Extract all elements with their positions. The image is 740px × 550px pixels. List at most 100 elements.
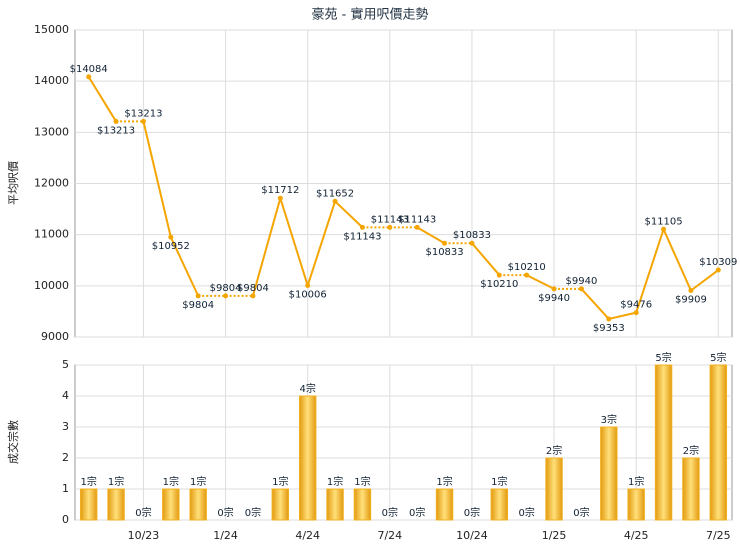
line-point bbox=[688, 287, 694, 293]
y-axis-label: 平均呎價 bbox=[6, 161, 20, 205]
y-tick-label: 14000 bbox=[34, 74, 69, 87]
data-label: 0宗 bbox=[217, 506, 233, 519]
line-point bbox=[250, 293, 256, 299]
data-label: 1宗 bbox=[491, 475, 507, 488]
data-label: 1宗 bbox=[81, 475, 97, 488]
y-tick-label: 13000 bbox=[34, 125, 69, 138]
x-tick-label: 4/24 bbox=[295, 529, 320, 542]
data-label: $10309 bbox=[699, 257, 737, 268]
line-point bbox=[578, 286, 584, 292]
line-point bbox=[633, 310, 639, 316]
data-label: $9804 bbox=[210, 283, 242, 294]
line-point bbox=[661, 226, 667, 232]
bar bbox=[79, 488, 98, 521]
line-point bbox=[414, 224, 420, 230]
data-label: $13213 bbox=[124, 108, 162, 119]
data-label: $10952 bbox=[152, 241, 190, 252]
y-tick-label: 0 bbox=[62, 513, 69, 526]
line-point bbox=[86, 74, 92, 80]
line-point bbox=[359, 224, 365, 230]
x-tick-label: 10/23 bbox=[128, 529, 160, 542]
line-segment bbox=[169, 236, 200, 297]
data-label: $9476 bbox=[620, 300, 652, 311]
bar bbox=[654, 364, 673, 521]
x-tick-label: 10/24 bbox=[456, 529, 488, 542]
data-label: 1宗 bbox=[108, 475, 124, 488]
plot-area bbox=[74, 364, 733, 521]
y-tick-label: 11000 bbox=[34, 228, 69, 241]
data-label: $9804 bbox=[182, 300, 214, 311]
line-point bbox=[332, 198, 338, 204]
line-segment bbox=[334, 200, 364, 229]
line-point bbox=[715, 267, 721, 273]
data-label: $11143 bbox=[398, 214, 436, 225]
line-segment bbox=[416, 226, 446, 245]
data-label: $11105 bbox=[644, 216, 682, 227]
y-axis-label: 成交宗數 bbox=[6, 420, 20, 464]
bar bbox=[353, 488, 372, 521]
data-label: 0宗 bbox=[135, 506, 151, 519]
line-point bbox=[140, 118, 146, 124]
y-tick-label: 12000 bbox=[34, 177, 69, 190]
line-point bbox=[387, 224, 393, 230]
y-tick-label: 1 bbox=[62, 482, 69, 495]
x-tick-label: 7/24 bbox=[377, 529, 402, 542]
x-tick-label: 1/24 bbox=[213, 529, 238, 542]
data-label: $10833 bbox=[425, 247, 463, 258]
bar bbox=[271, 488, 290, 521]
data-label: 5宗 bbox=[655, 351, 671, 364]
line-segment bbox=[608, 311, 637, 320]
data-label: $9804 bbox=[237, 283, 269, 294]
bar bbox=[600, 426, 618, 521]
data-label: $10210 bbox=[508, 262, 546, 273]
data-label: 1宗 bbox=[628, 475, 644, 488]
bar bbox=[709, 364, 728, 521]
line-point bbox=[305, 283, 311, 289]
data-label: 1宗 bbox=[163, 475, 179, 488]
y-tick-label: 10000 bbox=[34, 279, 69, 292]
bar bbox=[189, 488, 207, 521]
bar bbox=[682, 457, 700, 521]
line-segment bbox=[580, 288, 610, 320]
y-tick-label: 5 bbox=[62, 358, 69, 371]
y-tick-label: 3 bbox=[62, 420, 69, 433]
data-label: $9940 bbox=[566, 276, 598, 287]
line-point bbox=[113, 118, 119, 124]
y-tick-label: 15000 bbox=[34, 23, 69, 36]
x-tick-label: 1/25 bbox=[542, 529, 567, 542]
bar bbox=[107, 488, 125, 521]
data-label: 1宗 bbox=[272, 475, 288, 488]
line-segment bbox=[251, 197, 282, 297]
data-label: 0宗 bbox=[464, 506, 480, 519]
data-label: 0宗 bbox=[573, 506, 589, 519]
line-segment bbox=[635, 228, 665, 313]
line-segment bbox=[142, 121, 172, 238]
line-point bbox=[195, 293, 201, 299]
line-point bbox=[277, 195, 283, 201]
line-segment bbox=[662, 228, 692, 291]
chart-title: 豪苑 - 實用呎價走勢 bbox=[312, 7, 429, 23]
bar bbox=[627, 488, 645, 521]
data-label: $10006 bbox=[289, 290, 327, 301]
bar bbox=[298, 395, 317, 521]
data-label: 1宗 bbox=[190, 475, 206, 488]
data-label: 5宗 bbox=[710, 351, 726, 364]
bar bbox=[545, 457, 563, 521]
y-tick-label: 2 bbox=[62, 451, 69, 464]
data-label: $11652 bbox=[316, 188, 354, 199]
data-label: 2宗 bbox=[546, 444, 562, 457]
line-segment bbox=[471, 242, 501, 276]
data-label: 2宗 bbox=[683, 444, 699, 457]
data-label: 1宗 bbox=[327, 475, 343, 488]
x-tick-label: 4/25 bbox=[624, 529, 649, 542]
data-label: 1宗 bbox=[354, 475, 370, 488]
line-point bbox=[442, 240, 448, 246]
data-label: 0宗 bbox=[245, 506, 261, 519]
bar bbox=[490, 488, 509, 521]
data-label: 1宗 bbox=[436, 475, 452, 488]
y-tick-label: 9000 bbox=[41, 330, 69, 343]
data-label: $11143 bbox=[343, 231, 381, 242]
y-tick-label: 4 bbox=[62, 389, 69, 402]
bar bbox=[326, 488, 344, 521]
line-point bbox=[551, 286, 557, 292]
